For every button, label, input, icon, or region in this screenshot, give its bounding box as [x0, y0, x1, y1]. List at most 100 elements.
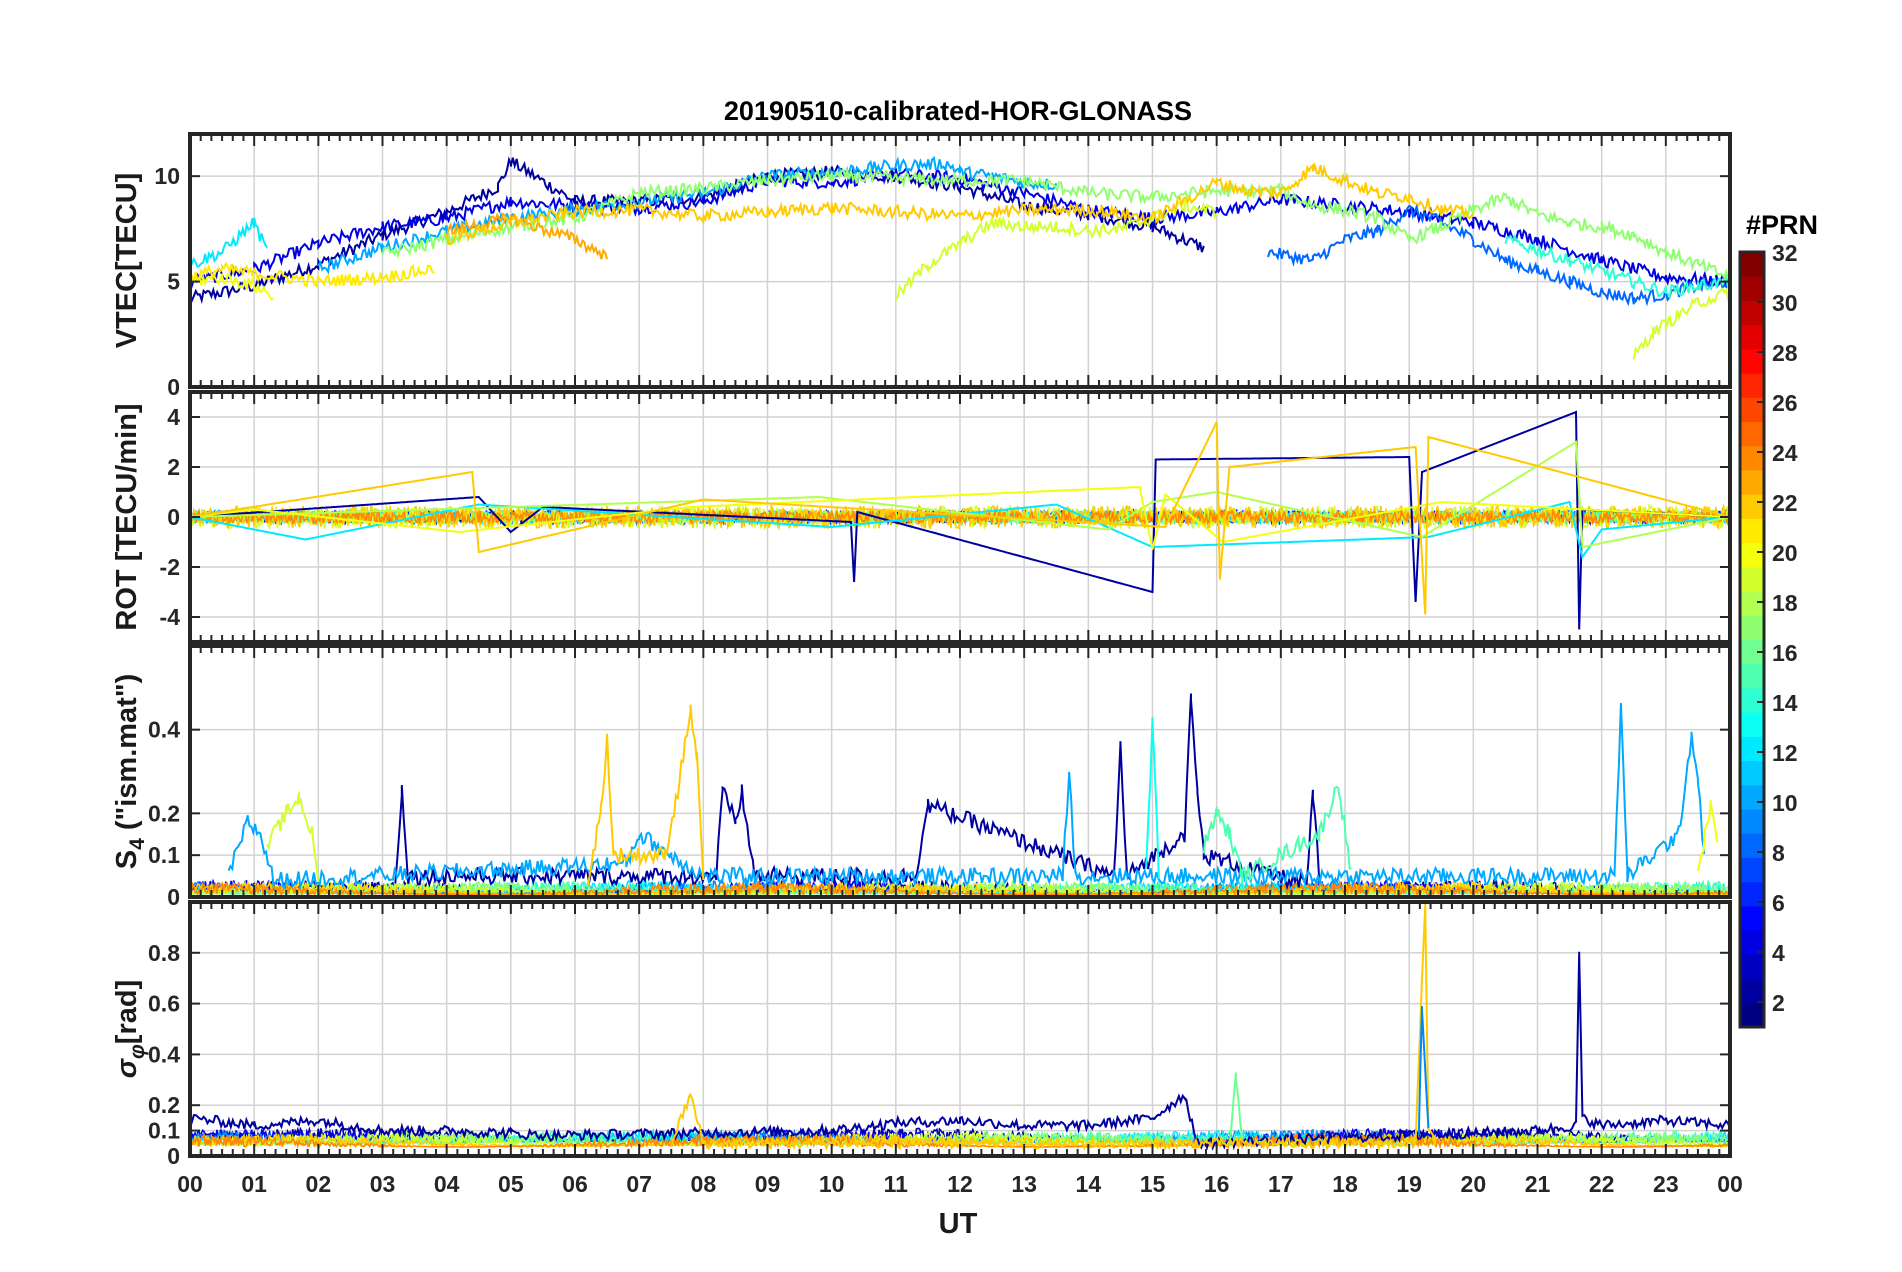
- colorbar-swatch: [1740, 905, 1764, 931]
- colorbar-tick-label: 18: [1772, 590, 1798, 616]
- series-prn-22: [586, 704, 705, 887]
- series-prn-12: [190, 217, 268, 270]
- colorbar-frame: [1738, 250, 1766, 1029]
- series-prn-19: [1632, 287, 1730, 360]
- y-tick-label: 0.1: [148, 1118, 180, 1144]
- y-tick-label: 0.8: [148, 940, 180, 966]
- panel-3: 0 0.1 0.2 0.4S4 ("ism.mat"): [111, 644, 1732, 910]
- colorbar-swatch: [1740, 252, 1764, 277]
- colorbar-tick-label: 16: [1772, 640, 1798, 666]
- colorbar-swatch: [1740, 494, 1764, 519]
- colorbar-swatch: [1740, 712, 1764, 737]
- x-tick-label: 15: [1140, 1171, 1166, 1197]
- y-tick-label: 0: [167, 374, 180, 400]
- y-axis-label: ROT [TECU/min]: [111, 403, 143, 630]
- series-prn-23: [445, 212, 609, 260]
- series-prn-18: [190, 440, 1730, 549]
- colorbar-swatch: [1740, 809, 1764, 834]
- series-prn-19: [266, 791, 320, 882]
- series-prn-22: [190, 421, 1730, 615]
- colorbar-swatch: [1740, 445, 1764, 471]
- colorbar-swatch: [1740, 736, 1764, 762]
- x-tick-label: 00: [177, 1171, 203, 1197]
- x-tick-label: 00: [1717, 1171, 1743, 1197]
- y-tick-label: 0.1: [148, 842, 180, 868]
- series-prn-15: [1202, 785, 1352, 885]
- series-prn-16: [1228, 1072, 1244, 1147]
- series-prn-13: [1145, 717, 1160, 879]
- x-tick-label: 07: [626, 1171, 652, 1197]
- series-prn-4: [190, 167, 1730, 290]
- colorbar-tick-label: 12: [1772, 740, 1798, 766]
- series-prn-10: [317, 155, 1058, 275]
- colorbar-swatch: [1740, 373, 1764, 398]
- y-tick-label: 10: [154, 163, 180, 189]
- colorbar-tick-label: 2: [1772, 990, 1785, 1016]
- x-tick-label: 12: [947, 1171, 973, 1197]
- x-axis-label: UT: [939, 1208, 978, 1240]
- series-prn-21: [190, 261, 435, 288]
- y-tick-label: 2: [167, 454, 180, 480]
- y-tick-label: 0.2: [148, 800, 180, 826]
- y-tick-label: 0: [167, 884, 180, 910]
- colorbar-swatch: [1740, 930, 1764, 955]
- colorbar-tick-label: 30: [1772, 290, 1798, 316]
- y-tick-label: -4: [160, 604, 181, 630]
- noise-trace-prn-24: [190, 507, 1730, 526]
- x-tick-label: 05: [498, 1171, 524, 1197]
- x-tick-label: 06: [562, 1171, 588, 1197]
- panel-4: 00.10.2 0.4 0.6 0.8 σφ[rad]: [111, 900, 1732, 1169]
- colorbar-swatch: [1740, 518, 1764, 544]
- x-tick-label: 22: [1589, 1171, 1615, 1197]
- colorbar-swatch: [1740, 760, 1764, 786]
- series-prn-22: [670, 902, 1436, 1152]
- colorbar-swatch: [1740, 469, 1764, 495]
- x-tick-label: 16: [1204, 1171, 1230, 1197]
- series-prn-14: [1504, 233, 1730, 300]
- colorbar-swatch: [1740, 687, 1764, 713]
- colorbar-swatch: [1740, 978, 1764, 1004]
- x-tick-label: 19: [1396, 1171, 1422, 1197]
- x-tick-label: 01: [241, 1171, 267, 1197]
- x-tick-label: 14: [1076, 1171, 1102, 1197]
- colorbar-swatch: [1740, 857, 1764, 883]
- colorbar-swatch: [1740, 591, 1764, 616]
- colorbar-swatch: [1740, 324, 1764, 350]
- x-tick-label: 08: [691, 1171, 717, 1197]
- colorbar-swatch: [1740, 1002, 1764, 1028]
- colorbar-tick-label: 10: [1772, 790, 1798, 816]
- y-tick-label: 0.4: [148, 1041, 180, 1067]
- series-prn-9: [1417, 1006, 1430, 1136]
- noise-trace-prn-19: [190, 1129, 1730, 1149]
- colorbar-swatch: [1740, 954, 1764, 980]
- x-tick-label: 02: [306, 1171, 332, 1197]
- plot-area: [190, 410, 1730, 630]
- x-tick-label: 17: [1268, 1171, 1294, 1197]
- colorbar-tick-label: 6: [1772, 890, 1785, 916]
- series-prn-17: [381, 166, 1730, 281]
- y-tick-label: 0.2: [148, 1092, 180, 1118]
- y-tick-label: 0: [167, 504, 180, 530]
- x-tick-labels: 00 01 02 03 04 05 06 07 08 09 10 11 12 13 14 15 16 17 18 19…: [177, 1171, 1743, 1197]
- colorbar-tick-label: 26: [1772, 390, 1798, 416]
- y-tick-label: 0.4: [148, 717, 180, 743]
- colorbar-tick-label: 32: [1772, 240, 1798, 266]
- colorbar-swatch: [1740, 784, 1764, 810]
- colorbar-swatch: [1740, 615, 1764, 640]
- y-tick-label: 5: [167, 269, 180, 295]
- x-tick-label: 13: [1011, 1171, 1037, 1197]
- y-tick-label: 0.6: [148, 991, 180, 1017]
- x-tick-label: 10: [819, 1171, 845, 1197]
- colorbar-swatch: [1740, 542, 1764, 568]
- x-tick-label: 20: [1461, 1171, 1487, 1197]
- y-axis-label: σφ[rad]: [111, 980, 149, 1078]
- colorbar-swatch: [1740, 300, 1764, 326]
- series-prn-2: [394, 693, 1321, 891]
- colorbar-tick-label: 8: [1772, 840, 1785, 866]
- y-axis-label: S4 ("ism.mat"): [111, 674, 149, 870]
- x-tick-label: 04: [434, 1171, 460, 1197]
- series-prn-22: [445, 161, 1475, 246]
- y-tick-label: -2: [160, 554, 180, 580]
